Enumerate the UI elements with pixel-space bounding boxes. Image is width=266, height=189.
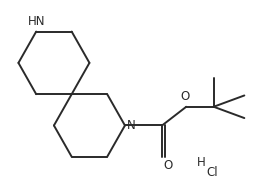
Text: Cl: Cl [206, 166, 218, 179]
Text: O: O [180, 90, 189, 103]
Text: N: N [127, 119, 135, 132]
Text: O: O [163, 159, 172, 172]
Text: H: H [196, 156, 205, 169]
Text: HN: HN [27, 15, 45, 28]
